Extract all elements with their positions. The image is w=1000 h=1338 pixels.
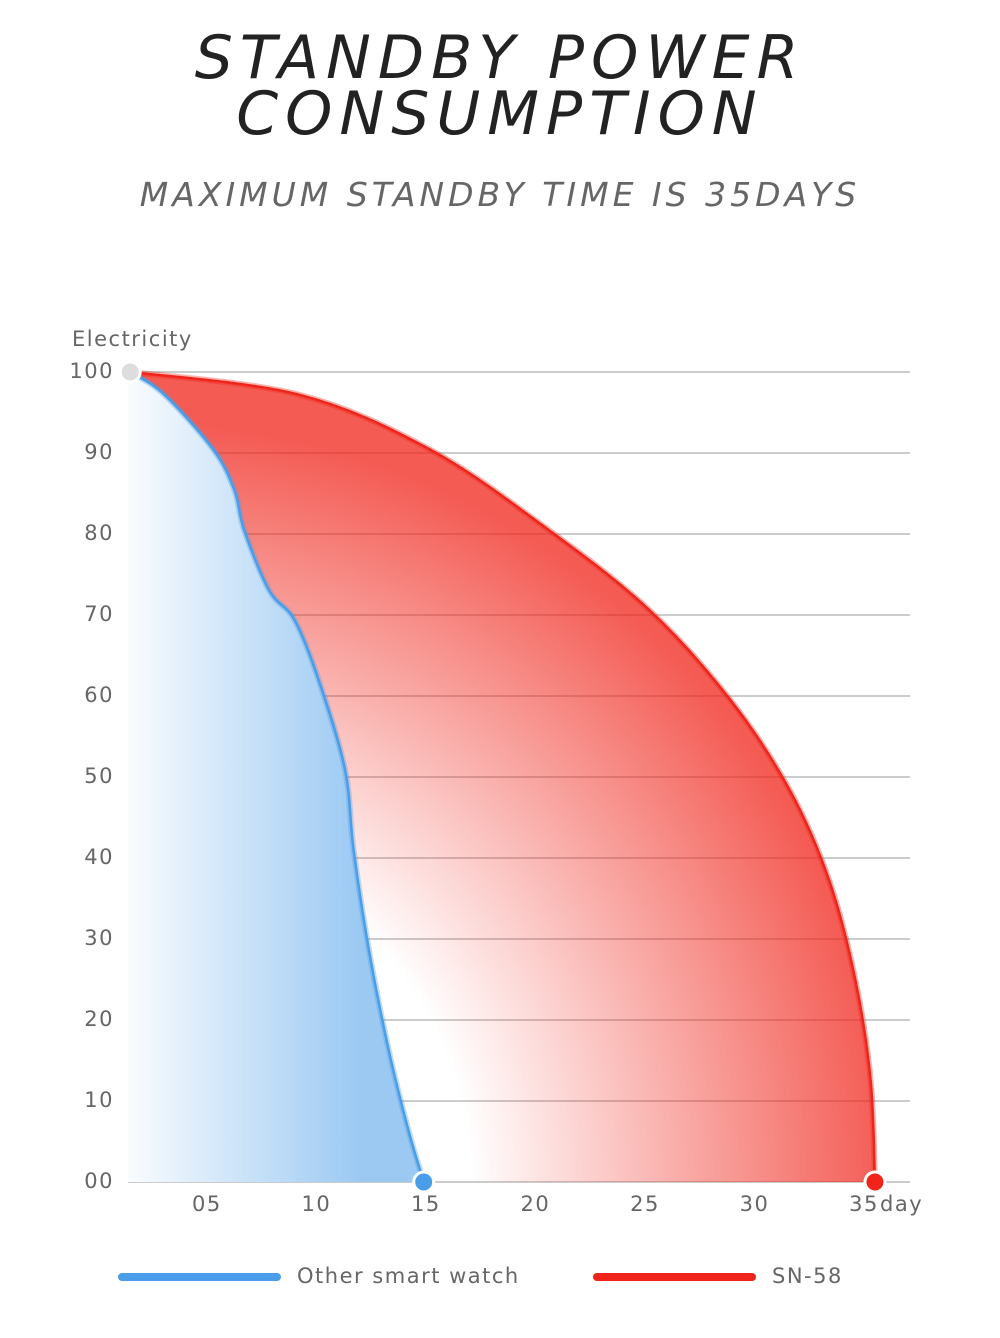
y-axis-label: Electricity <box>72 327 193 351</box>
y-tick-label: 80 <box>84 521 114 545</box>
y-tick-label: 30 <box>84 926 114 950</box>
y-tick-label: 100 <box>69 359 114 383</box>
series-line <box>130 370 877 1183</box>
legend-label: SN-58 <box>772 1264 843 1288</box>
y-tick-label: 10 <box>84 1088 114 1112</box>
x-tick-label: 30 <box>740 1192 770 1216</box>
x-tick-label: 15 <box>411 1192 441 1216</box>
y-tick-label: 60 <box>84 683 114 707</box>
series-line <box>129 370 425 1183</box>
x-tick-label: 25 <box>630 1192 660 1216</box>
y-tick-label: 70 <box>84 602 114 626</box>
end-point <box>863 1170 887 1194</box>
x-tick-label: 05 <box>192 1192 222 1216</box>
y-tick-label: 50 <box>84 764 114 788</box>
x-tick-label: 35 <box>849 1192 879 1216</box>
y-tick-label: 00 <box>84 1169 114 1193</box>
y-tick-label: 40 <box>84 845 114 869</box>
x-tick-label: 20 <box>521 1192 551 1216</box>
legend-label: Other smart watch <box>297 1264 520 1288</box>
start-point <box>118 360 142 384</box>
y-tick-label: 20 <box>84 1007 114 1031</box>
area-fill <box>128 372 424 1182</box>
chart-subtitle: MAXIMUM STANDBY TIME IS 35DAYS <box>139 175 861 214</box>
chart-title: STANDBY POWER CONSUMPTION <box>194 23 806 149</box>
x-axis-label: day <box>880 1192 923 1216</box>
end-point <box>412 1170 436 1194</box>
x-tick-label: 10 <box>302 1192 332 1216</box>
y-tick-label: 90 <box>84 440 114 464</box>
